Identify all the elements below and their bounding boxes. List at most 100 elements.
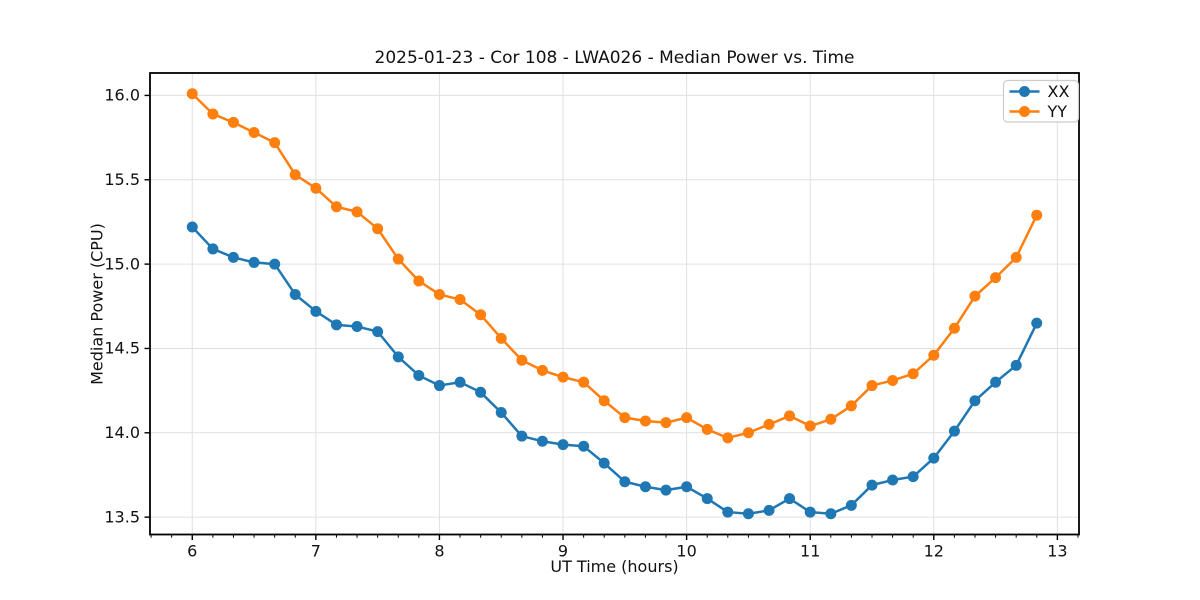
- series-yy-marker: [742, 427, 754, 439]
- series-xx-marker: [907, 471, 919, 483]
- series-yy-marker: [681, 412, 693, 424]
- series-xx-marker: [722, 506, 734, 518]
- series-yy-marker: [598, 395, 610, 407]
- series-yy-marker: [1031, 209, 1043, 221]
- series-yy-marker: [845, 400, 857, 412]
- y-tick-label: 16.0: [104, 86, 140, 105]
- series-yy-marker: [248, 127, 260, 139]
- series-yy-marker: [330, 201, 342, 213]
- series-yy-marker: [866, 380, 878, 392]
- series-yy-marker: [928, 349, 940, 361]
- chart-title: 2025-01-23 - Cor 108 - LWA026 - Median P…: [374, 48, 855, 68]
- legend-label-xx: XX: [1048, 82, 1070, 101]
- legend-marker-yy: [1019, 106, 1030, 117]
- series-xx-marker: [701, 493, 713, 505]
- series-yy-line: [191, 92, 1038, 440]
- series-yy-marker: [475, 309, 487, 321]
- series-xx-marker: [948, 425, 960, 437]
- plot-border: [149, 72, 1080, 536]
- series-xx-marker: [413, 369, 425, 381]
- y-tick-label: 14.5: [104, 339, 140, 358]
- series-yy-marker: [557, 371, 569, 383]
- series-xx-marker: [784, 493, 796, 505]
- series-yy-marker: [701, 423, 713, 435]
- series-yy-marker: [413, 275, 425, 287]
- series-xx-marker: [475, 386, 487, 398]
- y-tick-label: 14.0: [104, 423, 140, 442]
- series-xx-marker: [660, 484, 672, 496]
- series-yy-marker: [660, 417, 672, 429]
- series-yy-marker: [351, 206, 363, 218]
- series-xx-marker: [207, 243, 219, 255]
- y-tick-label: 15.0: [104, 254, 140, 273]
- series-xx-marker: [372, 326, 384, 338]
- series-yy-marker: [825, 413, 837, 425]
- series-yy-marker: [804, 420, 816, 432]
- series-yy-marker: [372, 223, 384, 235]
- series-yy-marker: [578, 376, 590, 388]
- series-yy-marker: [289, 169, 301, 181]
- series-yy-marker: [227, 116, 239, 128]
- series-xx-marker: [1031, 317, 1043, 329]
- series-yy-marker: [392, 253, 404, 265]
- series-xx-marker: [763, 504, 775, 516]
- series-yy-marker: [990, 272, 1002, 284]
- series-yy-marker: [763, 418, 775, 430]
- series-yy-marker: [887, 374, 899, 386]
- legend-marker-xx: [1019, 86, 1030, 97]
- series-xx-marker: [742, 508, 754, 520]
- series-yy-marker: [454, 294, 466, 306]
- series-xx-marker: [186, 221, 198, 233]
- series-xx-marker: [433, 380, 445, 392]
- x-tick-label: 9: [558, 542, 568, 561]
- series-yy-marker: [310, 182, 322, 194]
- series-yy-marker: [969, 290, 981, 302]
- y-tick-label: 15.5: [104, 170, 140, 189]
- series-xx-marker: [928, 452, 940, 464]
- y-tick-label: 13.5: [104, 507, 140, 526]
- series-xx-marker: [825, 508, 837, 520]
- series-xx-marker: [330, 319, 342, 331]
- x-axis-label: UT Time (hours): [550, 557, 679, 576]
- series-xx-marker: [804, 506, 816, 518]
- series-xx-marker: [351, 321, 363, 333]
- series-xx-marker: [227, 251, 239, 263]
- series-xx-marker: [866, 479, 878, 491]
- series-xx-marker: [990, 376, 1002, 388]
- series-xx-marker: [578, 440, 590, 452]
- series-xx-marker: [619, 476, 631, 488]
- series-yy-marker: [536, 364, 548, 376]
- series-xx-marker: [495, 407, 507, 419]
- series-yy-marker: [784, 410, 796, 422]
- series-yy-marker: [948, 322, 960, 334]
- series-xx-marker: [681, 481, 693, 493]
- x-tick-label: 12: [924, 542, 944, 561]
- series-xx-marker: [887, 474, 899, 486]
- series-yy-marker: [907, 368, 919, 380]
- series-yy-marker: [186, 88, 198, 100]
- series-xx-marker: [598, 457, 610, 469]
- series-xx-marker: [557, 439, 569, 451]
- series-yy-marker: [1010, 251, 1022, 263]
- series-yy-marker: [269, 137, 281, 149]
- series-yy-marker: [207, 108, 219, 120]
- series-xx-marker: [310, 305, 322, 317]
- series-yy-marker: [516, 354, 528, 366]
- legend-label-yy: YY: [1047, 102, 1068, 121]
- series-xx-marker: [392, 351, 404, 363]
- series-xx-marker: [536, 435, 548, 447]
- series-xx-marker: [248, 256, 260, 268]
- series-xx-marker: [1010, 359, 1022, 371]
- x-tick-label: 11: [800, 542, 820, 561]
- series-xx-marker: [639, 481, 651, 493]
- x-tick-label: 6: [187, 542, 197, 561]
- x-tick-label: 10: [676, 542, 696, 561]
- series-xx-marker: [454, 376, 466, 388]
- series-xx-marker: [969, 395, 981, 407]
- x-tick-label: 8: [434, 542, 444, 561]
- x-tick-label: 7: [311, 542, 321, 561]
- series-xx-marker: [845, 499, 857, 511]
- x-tick-label: 13: [1047, 542, 1067, 561]
